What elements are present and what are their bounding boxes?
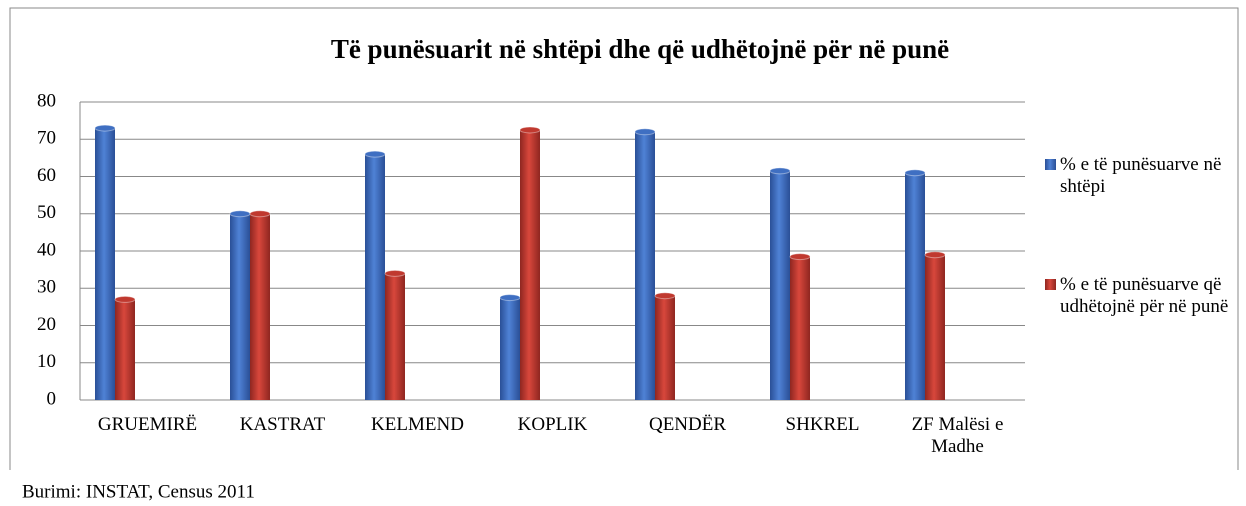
y-tick-label: 70 <box>37 128 56 149</box>
bar-cap <box>499 294 521 302</box>
bar-cap <box>94 124 116 132</box>
x-tick-label: KOPLIK <box>517 414 588 435</box>
legend-swatch <box>1045 279 1056 290</box>
bar <box>790 256 810 400</box>
bar <box>365 154 385 400</box>
bar-cap <box>249 210 271 218</box>
legend-swatch <box>1045 159 1056 170</box>
bar <box>95 128 115 400</box>
bar-cap <box>789 253 811 261</box>
x-tick-label: KASTRAT <box>239 414 326 435</box>
bar <box>115 299 135 400</box>
bar <box>250 213 270 400</box>
bar-cap <box>229 210 251 218</box>
y-tick-label: 40 <box>37 239 56 260</box>
bar <box>925 254 945 400</box>
bar <box>500 297 520 400</box>
bar-cap <box>364 150 386 158</box>
y-tick-label: 10 <box>37 351 56 372</box>
bar <box>635 131 655 401</box>
x-tick-label-box: QENDËR <box>648 414 727 435</box>
x-tick-label-box: ZF Malësi e Madhe <box>911 414 1004 457</box>
bar-cap <box>519 126 541 134</box>
y-tick-label: 20 <box>37 314 56 335</box>
bar-cap <box>924 251 946 259</box>
source-note: Burimi: INSTAT, Census 2011 <box>22 481 255 502</box>
x-tick-label: QENDËR <box>648 414 727 435</box>
bar <box>520 129 540 400</box>
legend-label-box: % e të punësuarve që udhëtojnë për në pu… <box>1060 274 1229 317</box>
chart-title: Të punësuarit në shtëpi dhe që udhëtojnë… <box>331 34 949 64</box>
bar-cap <box>634 128 656 136</box>
bar-cap <box>114 295 136 303</box>
x-tick-label-box: KELMEND <box>371 414 464 435</box>
bar-cap <box>769 167 791 175</box>
x-tick-label-box: SHKREL <box>785 414 860 435</box>
bar-cap <box>384 269 406 277</box>
legend-label-box: % e të punësuarve në shtëpi <box>1060 154 1222 197</box>
y-tick-label: 50 <box>37 202 56 223</box>
legend-label: % e të punësuarve që udhëtojnë për në pu… <box>1060 274 1229 317</box>
bar <box>655 295 675 400</box>
x-tick-label-box: KASTRAT <box>239 414 326 435</box>
frame <box>9 7 1239 470</box>
bar <box>905 172 925 400</box>
bar-cap <box>654 292 676 300</box>
x-tick-label: SHKREL <box>785 414 860 435</box>
bar <box>385 273 405 400</box>
x-tick-label: GRUEMIRË <box>97 414 198 435</box>
legend-label: % e të punësuarve në shtëpi <box>1060 154 1222 197</box>
bar <box>770 170 790 400</box>
y-tick-label: 80 <box>37 90 56 111</box>
x-tick-label-box: KOPLIK <box>517 414 588 435</box>
x-tick-label: KELMEND <box>371 414 464 435</box>
x-tick-label: ZF Malësi e Madhe <box>911 414 1004 457</box>
x-tick-label-box: GRUEMIRË <box>97 414 198 435</box>
y-tick-label: 30 <box>37 277 56 298</box>
y-tick-label: 60 <box>37 165 56 186</box>
y-tick-label: 0 <box>47 388 57 409</box>
bar-cap <box>904 169 926 177</box>
bar <box>230 213 250 400</box>
